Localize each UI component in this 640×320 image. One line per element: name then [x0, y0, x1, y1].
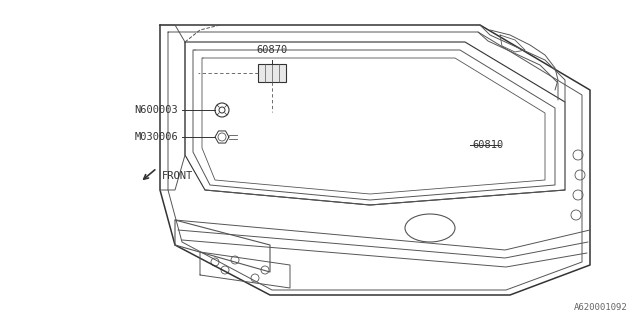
Text: M030006: M030006 — [134, 132, 178, 142]
Text: A620001092: A620001092 — [574, 303, 628, 312]
Text: 60870: 60870 — [257, 45, 287, 55]
Bar — [258, 64, 286, 82]
Text: N600003: N600003 — [134, 105, 178, 115]
Text: FRONT: FRONT — [162, 171, 193, 181]
Text: 60810: 60810 — [472, 140, 503, 150]
